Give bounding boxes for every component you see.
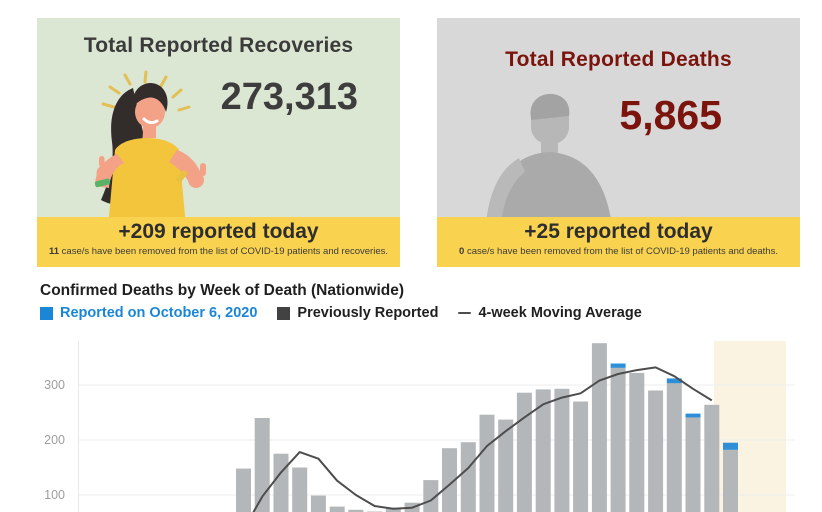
legend-item-moving-average[interactable]: 4-week Moving Average [458,305,642,321]
recoveries-removed-note: 11 case/s have been removed from the lis… [48,246,388,257]
recoveries-today-line: +209 reported today [118,220,319,243]
deaths-title: Total Reported Deaths [505,48,732,71]
deaths-today-banner: +25 reported today 0 case/s have been re… [437,217,800,267]
chart-title: Confirmed Deaths by Week of Death (Natio… [40,282,405,299]
sunburst-rays-icon [101,70,191,112]
deaths-by-week-plot[interactable] [78,341,795,512]
recoveries-title: Total Reported Recoveries [83,34,354,57]
gray-square-icon [277,306,291,320]
recoveries-removed-count: 11 [48,246,60,257]
recovered-person-illustration [94,70,206,238]
deaths-total: 5,865 [619,92,722,138]
bar-chart-canvas[interactable] [78,341,795,512]
y-axis-tick-labels: 100 200 300 [21,341,65,512]
deaths-removed-count: 0 [459,246,465,257]
blue-square-icon [40,306,53,320]
deaths-removed-note: 0 case/s have been removed from the list… [459,246,778,257]
recoveries-total: 273,313 [220,76,358,118]
deceased-person-silhouette [485,93,613,236]
recoveries-today-banner: +209 reported today 11 case/s have been … [37,217,400,267]
chart-legend: Reported on October 6, 2020 Previously R… [40,305,652,321]
recoveries-card: Total Reported Recoveries 273,313 [37,18,400,267]
legend-item-reported[interactable]: Reported on October 6, 2020 [40,305,257,321]
deaths-card: Total Reported Deaths 5,865 +25 reported… [437,18,800,267]
y-tick-label: 300 [44,378,65,392]
y-tick-label: 200 [44,433,65,447]
y-tick-label: 100 [44,488,65,502]
deaths-today-line: +25 reported today [524,220,713,243]
legend-item-previously-reported[interactable]: Previously Reported [277,305,438,321]
line-dash-icon [458,311,472,315]
